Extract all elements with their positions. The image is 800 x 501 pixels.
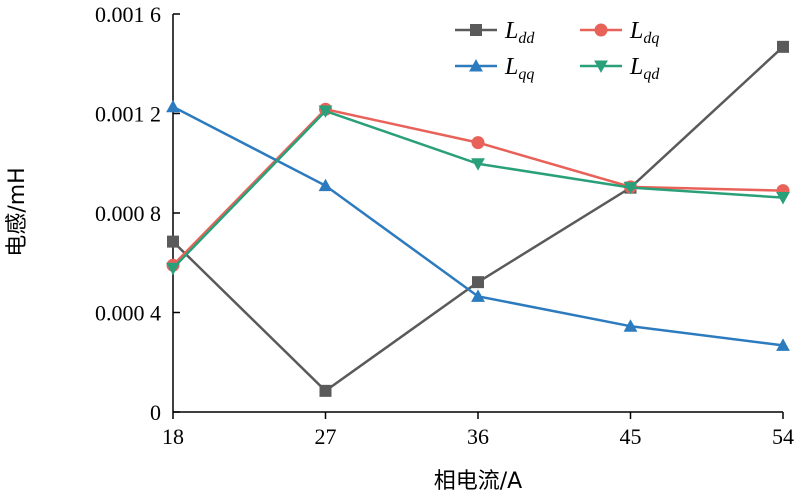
y-tick-label: 0 <box>150 400 161 425</box>
legend-marker <box>469 59 483 72</box>
legend-label: Ldq <box>629 18 659 47</box>
x-tick-label: 18 <box>162 424 184 449</box>
legend: Ldd Ldq Lqq Lqd <box>455 18 660 83</box>
x-tick-label: 36 <box>467 424 489 449</box>
data-point <box>776 338 790 351</box>
y-tick-label: 0.001 2 <box>95 102 161 127</box>
x-tick-label: 45 <box>620 424 642 449</box>
data-point <box>777 40 789 53</box>
legend-entry: Lqq <box>455 54 534 83</box>
y-axis-title: 电感/mH <box>5 167 30 256</box>
data-point <box>318 105 333 118</box>
x-axis-title: 相电流/A <box>434 469 522 494</box>
data-point <box>167 235 179 248</box>
legend-marker <box>594 60 608 73</box>
legend-marker <box>470 24 482 36</box>
x-tick-label: 54 <box>772 424 794 449</box>
legend-label: Lqq <box>504 54 534 83</box>
series-l-dd <box>167 40 789 397</box>
series-l-qq <box>166 99 790 351</box>
data-point <box>166 262 180 276</box>
legend-marker <box>594 23 608 37</box>
data-point <box>319 384 332 397</box>
data-point <box>166 99 180 113</box>
legend-entry: Ldq <box>580 18 659 47</box>
y-tick-label: 0.000 8 <box>95 201 161 226</box>
series-layer <box>166 40 790 397</box>
legend-entry: Lqd <box>580 54 660 83</box>
legend-entry: Ldd <box>455 18 535 47</box>
legend-label: Ldd <box>504 18 535 47</box>
y-tick-label: 0.001 6 <box>95 2 161 27</box>
legend-label: Lqd <box>629 54 660 83</box>
data-point <box>471 158 485 171</box>
y-tick-label: 0.000 4 <box>95 301 161 326</box>
series-l-qd <box>166 105 790 276</box>
axes: 0 0.000 4 0.000 8 0.001 2 0.001 6 18 27 36 45 54 <box>95 2 794 449</box>
data-point <box>623 182 638 195</box>
data-point <box>471 289 485 302</box>
series-line <box>172 45 784 393</box>
data-point <box>472 276 484 289</box>
data-point <box>623 319 638 332</box>
data-point <box>776 192 790 205</box>
data-point <box>318 178 333 192</box>
data-point <box>471 136 485 150</box>
x-tick-label: 27 <box>315 424 337 449</box>
